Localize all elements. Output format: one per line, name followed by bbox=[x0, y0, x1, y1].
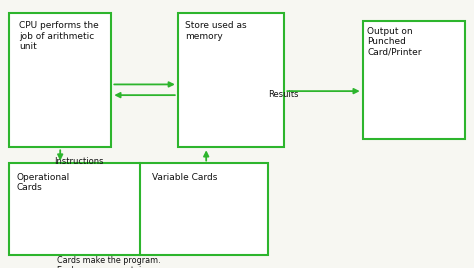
Bar bbox=[9, 13, 111, 147]
Text: Store used as
memory: Store used as memory bbox=[185, 21, 246, 41]
Text: CPU performs the
job of arithmetic
unit: CPU performs the job of arithmetic unit bbox=[19, 21, 99, 51]
Text: Operational
Cards: Operational Cards bbox=[17, 173, 70, 192]
Bar bbox=[363, 21, 465, 139]
Bar bbox=[178, 13, 284, 147]
Text: Cards make the program.
Each program contains an
instruction: Cards make the program. Each program con… bbox=[57, 256, 163, 268]
Text: Results: Results bbox=[268, 90, 298, 99]
Text: Variable Cards: Variable Cards bbox=[152, 173, 217, 182]
Bar bbox=[9, 163, 268, 255]
Text: Output on
Punched
Card/Printer: Output on Punched Card/Printer bbox=[367, 27, 422, 57]
Text: Instructions: Instructions bbox=[55, 157, 104, 166]
